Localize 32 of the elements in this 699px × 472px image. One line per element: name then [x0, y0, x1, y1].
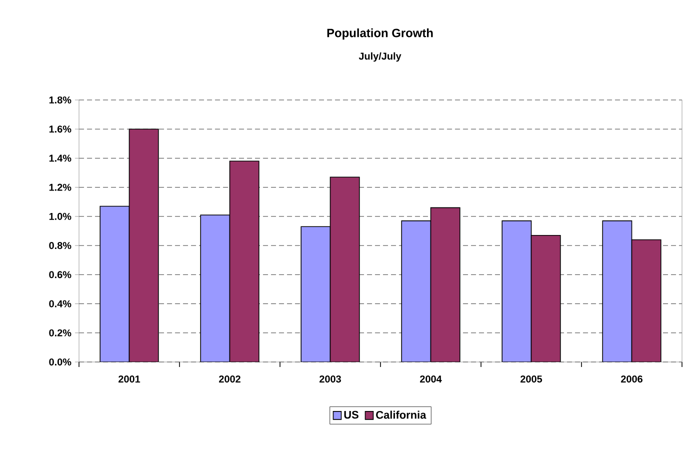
chart-subtitle: July/July — [358, 52, 402, 62]
y-tick-label: 0.0% — [49, 358, 72, 366]
x-tick-label: 2003 — [320, 376, 341, 383]
bar — [502, 220, 532, 362]
y-tick-label: 1.4% — [49, 154, 72, 162]
y-tick-label: 0.4% — [49, 300, 72, 308]
bar — [128, 128, 159, 362]
bar — [100, 206, 130, 362]
bar — [631, 239, 662, 362]
y-tick-label: 1.2% — [49, 184, 72, 191]
bar — [602, 220, 632, 362]
y-tick-label: 0.6% — [49, 271, 72, 278]
bar — [300, 226, 331, 362]
bar — [330, 176, 360, 362]
y-tick-label: 0.2% — [49, 329, 72, 336]
chart-title: Population Growth — [327, 28, 433, 40]
bar — [200, 214, 230, 362]
x-tick-label: 2004 — [420, 376, 442, 383]
bar — [530, 234, 561, 362]
y-tick-label: 1.6% — [49, 126, 72, 133]
y-tick-label: 0.8% — [49, 242, 72, 250]
legend-label: California — [376, 410, 426, 419]
bar — [401, 220, 432, 362]
bar — [229, 160, 260, 362]
x-tick-label: 2001 — [118, 376, 140, 383]
x-tick-label: 2002 — [219, 376, 240, 383]
y-tick-label: 1.8% — [49, 96, 72, 104]
x-tick-label: 2005 — [520, 376, 542, 383]
x-tick-label: 2006 — [621, 376, 642, 383]
bar — [430, 207, 460, 362]
legend-label: US — [344, 410, 358, 419]
y-tick-label: 1.0% — [49, 212, 72, 220]
